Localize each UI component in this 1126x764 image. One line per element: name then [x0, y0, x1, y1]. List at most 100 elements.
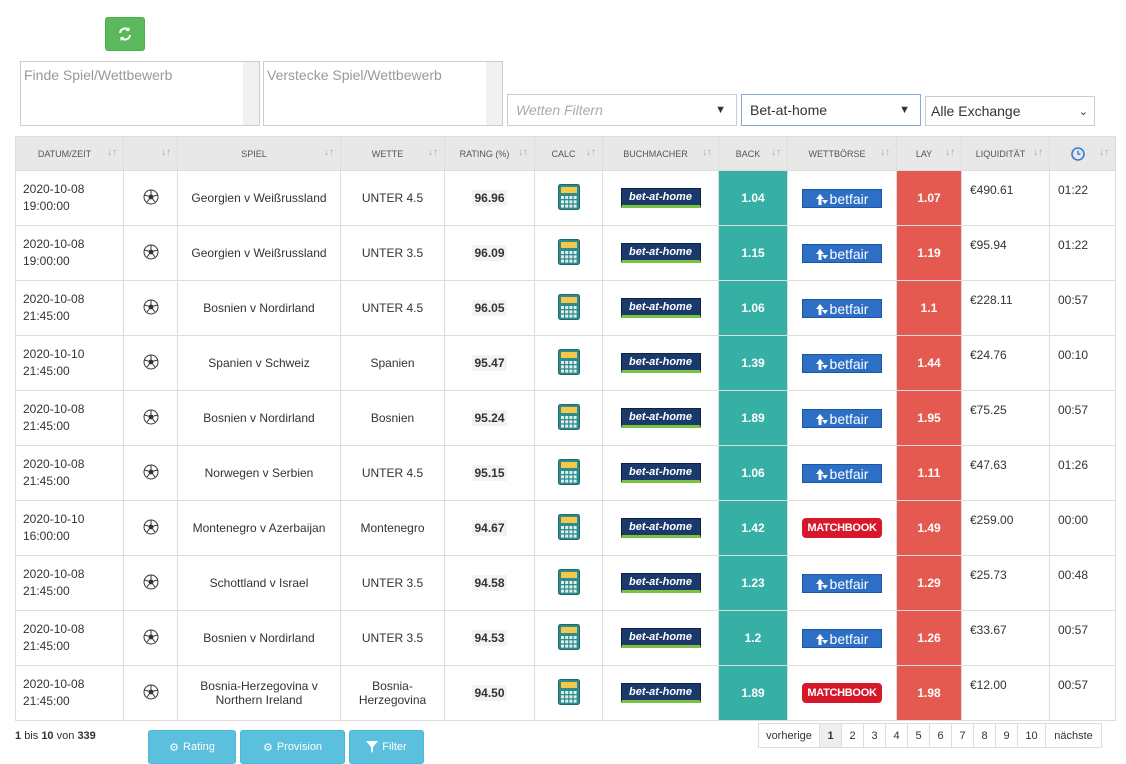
lay-odds: 1.11 [896, 445, 962, 501]
exchange-logo: betfair [802, 628, 882, 648]
page-link[interactable]: 4 [885, 723, 908, 748]
exchange-name: betfair [829, 245, 869, 262]
betfair-arrows [815, 413, 828, 425]
sort-icon: ↓↑ [518, 147, 528, 158]
column-header[interactable]: BACK ↓↑ [718, 136, 788, 171]
exchange-select[interactable]: Alle Exchange ⌄ [925, 96, 1095, 126]
exchange-name: betfair [829, 300, 869, 317]
calc-icon[interactable] [557, 568, 580, 595]
game-cell: Georgien v Weißrussland [177, 170, 341, 226]
calc-icon[interactable] [557, 513, 580, 540]
column-header[interactable]: CALC ↓↑ [534, 136, 603, 171]
bookmaker-select[interactable]: Bet-at-home ▼ [741, 94, 921, 126]
refresh-button[interactable] [105, 17, 145, 51]
column-header[interactable]: RATING (%) ↓↑ [444, 136, 535, 171]
calc-icon[interactable] [557, 348, 580, 375]
remaining-time: 00:57 [1049, 390, 1116, 446]
sort-icon: ↓↑ [586, 147, 596, 158]
datetime-cell: 2020-10-08 19:00:00 [15, 170, 124, 226]
page-nav[interactable]: nächste [1045, 723, 1102, 748]
table-row: 2020-10-08 21:45:00 Bosnien v Nordirland Bo… [15, 390, 1116, 446]
sort-icon: ↓↑ [771, 147, 781, 158]
date: 2020-10-08 [23, 182, 85, 196]
date: 2020-10-08 [23, 237, 85, 251]
game-cell: Bosnia-Herzegovina v Northern Ireland [177, 665, 341, 721]
provision-button[interactable]: ⚙ Provision [240, 730, 345, 764]
page-link[interactable]: 9 [995, 723, 1018, 748]
column-header[interactable]: DATUM/ZEIT ↓↑ [15, 136, 124, 171]
info-to: 10 [41, 730, 54, 742]
bets-select[interactable]: Wetten Filtern ▼ [507, 94, 737, 126]
bet-cell: Spanien [340, 335, 445, 391]
filter-button[interactable]: Filter [349, 730, 424, 764]
soccer-icon [143, 354, 158, 369]
calc-icon[interactable] [557, 293, 580, 320]
bookmaker-logo: bet-at-home [620, 573, 701, 593]
table-row: 2020-10-08 21:45:00 Bosnien v Nordirland UN… [15, 610, 1116, 666]
bet-cell: UNTER 4.5 [340, 170, 445, 226]
game-cell: Bosnien v Nordirland [177, 610, 341, 666]
calc-icon[interactable] [557, 458, 580, 485]
page-link[interactable]: 1 [819, 723, 842, 748]
column-header[interactable]: LAY ↓↑ [896, 136, 962, 171]
bookmaker-cell: bet-at-home [602, 665, 719, 721]
sport-cell [123, 335, 178, 391]
column-header[interactable]: LIQUIDITÄT ↓↑ [961, 136, 1050, 171]
calc-icon[interactable] [557, 623, 580, 650]
calc-cell [534, 170, 603, 226]
lay-odds: 1.07 [896, 170, 962, 226]
page-link[interactable]: 3 [863, 723, 886, 748]
button-label: Provision [276, 741, 323, 753]
time: 21:45:00 [23, 694, 70, 708]
column-header[interactable]: ↓↑ [1049, 136, 1116, 171]
hide-input[interactable]: Verstecke Spiel/Wettbewerb [263, 61, 503, 126]
calc-cell [534, 610, 603, 666]
bookmaker-logo: bet-at-home [620, 353, 701, 373]
bookmaker-logo: bet-at-home [620, 298, 701, 318]
rating-button[interactable]: ⚙ Rating [148, 730, 236, 764]
column-header[interactable]: SPIEL ↓↑ [177, 136, 341, 171]
column-header[interactable]: BUCHMACHER ↓↑ [602, 136, 719, 171]
column-header[interactable]: WETTBÖRSE ↓↑ [787, 136, 897, 171]
time: 21:45:00 [23, 364, 70, 378]
find-input[interactable]: Finde Spiel/Wettbewerb [20, 61, 260, 126]
soccer-icon [143, 629, 158, 644]
lay-odds: 1.29 [896, 555, 962, 611]
calc-icon[interactable] [557, 403, 580, 430]
bookmaker-logo: bet-at-home [620, 518, 701, 538]
back-odds: 1.89 [718, 665, 788, 721]
soccer-icon [143, 244, 158, 259]
remaining-time: 01:26 [1049, 445, 1116, 501]
sport-cell [123, 555, 178, 611]
exchange-cell: betfair [787, 445, 897, 501]
bookmaker-logo: bet-at-home [620, 463, 701, 483]
header-label: LAY [915, 148, 933, 159]
calc-icon[interactable] [557, 183, 580, 210]
exchange-cell: betfair [787, 390, 897, 446]
page-link[interactable]: 10 [1017, 723, 1046, 748]
time: 19:00:00 [23, 199, 70, 213]
page-link[interactable]: 5 [907, 723, 930, 748]
caret: ▼ [715, 104, 726, 116]
rating-cell: 96.09 [444, 225, 535, 281]
liquidity: €95.94 [961, 225, 1050, 281]
page-link[interactable]: 2 [841, 723, 864, 748]
page-link[interactable]: 7 [951, 723, 974, 748]
game-cell: Norwegen v Serbien [177, 445, 341, 501]
column-header[interactable]: WETTE ↓↑ [340, 136, 445, 171]
exchange-cell: betfair [787, 280, 897, 336]
column-header[interactable]: ↓↑ [123, 136, 178, 171]
header-label: BACK [735, 148, 761, 159]
page-link[interactable]: 6 [929, 723, 952, 748]
clock-icon [1070, 146, 1085, 161]
page-link[interactable]: 8 [973, 723, 996, 748]
odds-table: DATUM/ZEIT ↓↑ ↓↑ SPIEL ↓↑ WETTE ↓↑ RATING (%) ↓↑… [15, 136, 1116, 721]
betfair-arrows [815, 358, 828, 370]
time: 19:00:00 [23, 254, 70, 268]
table-row: 2020-10-08 21:45:00 Norwegen v Serbien UNTE… [15, 445, 1116, 501]
page-nav[interactable]: vorherige [758, 723, 820, 748]
bookmaker-cell: bet-at-home [602, 170, 719, 226]
calc-icon[interactable] [557, 238, 580, 265]
calc-icon[interactable] [557, 678, 580, 705]
exchange-cell: betfair [787, 225, 897, 281]
